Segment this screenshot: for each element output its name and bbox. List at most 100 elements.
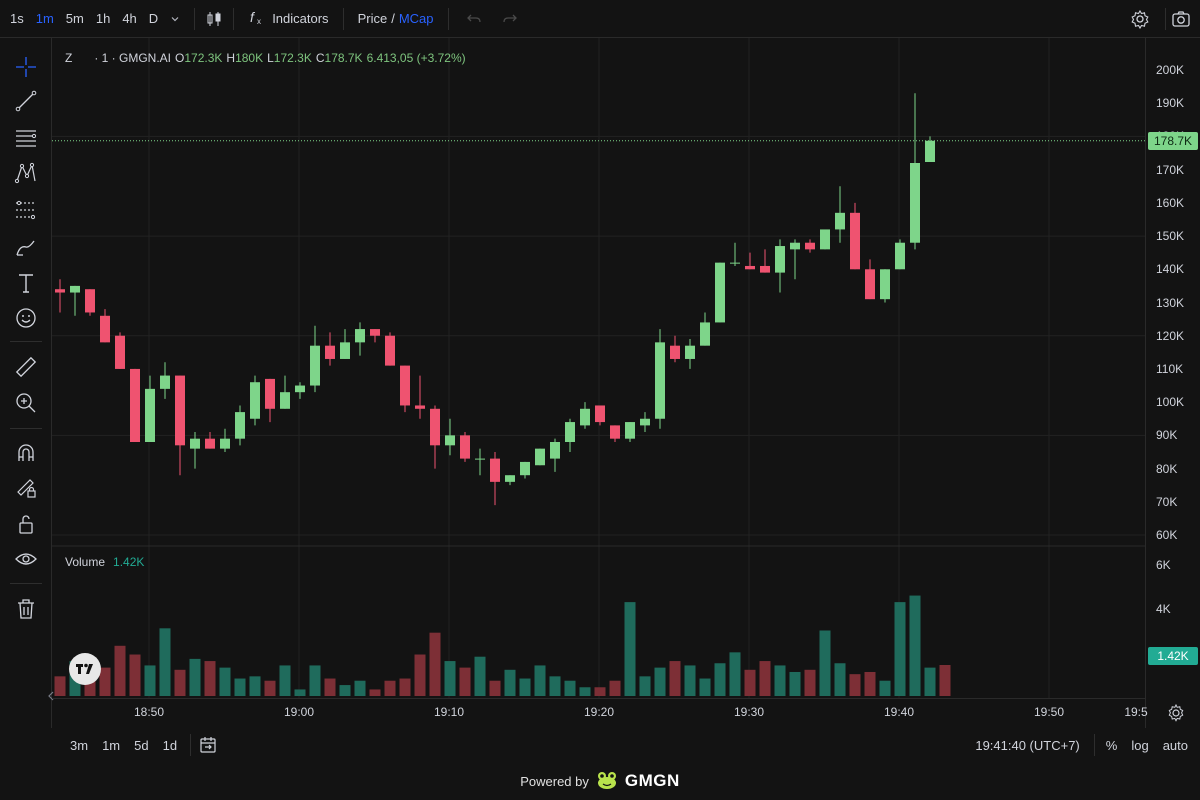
candlestick-chart[interactable]	[52, 38, 1145, 698]
legend-symbol[interactable]: · 1 · GMGN.AI	[94, 51, 172, 65]
candle-body	[145, 388, 155, 442]
volume-bar	[369, 689, 381, 696]
gmgn-frog-icon	[595, 769, 619, 794]
candle-body	[220, 438, 230, 449]
toggle-slash: /	[391, 11, 395, 26]
legend-close-value: 178.7K	[324, 51, 363, 65]
legend-high-label: H	[226, 51, 236, 65]
candle-body	[100, 315, 110, 343]
candle-body	[670, 345, 680, 359]
range-1m[interactable]: 1m	[102, 737, 121, 753]
chart-pane[interactable]	[52, 38, 1145, 698]
volume-bar	[519, 678, 531, 696]
candle-body	[925, 140, 935, 163]
volume-bar	[234, 678, 246, 696]
zoom-in-icon[interactable]	[13, 390, 39, 416]
price-mcap-toggle[interactable]: Price / MCap	[352, 11, 440, 26]
interval-1s[interactable]: 1s	[10, 11, 24, 26]
horizontal-lines-icon[interactable]	[13, 125, 39, 151]
volume-bar	[399, 678, 411, 696]
time-tick: 19:20	[583, 705, 615, 719]
scroll-left-icon[interactable]	[46, 690, 56, 702]
volume-tick: 6K	[1156, 558, 1171, 572]
interval-D[interactable]: D	[148, 11, 159, 26]
volume-bar	[354, 680, 366, 696]
volume-bar	[834, 663, 846, 696]
candlestick-type-icon[interactable]	[203, 8, 225, 30]
time-axis[interactable]: 18:50 19:00 19:10 19:20 19:30 19:40 19:50 19:5	[52, 698, 1184, 728]
lock-drawing-icon[interactable]	[13, 475, 39, 501]
magnet-icon[interactable]	[13, 440, 39, 466]
brand-name: GMGN	[624, 771, 680, 790]
candle-body	[430, 408, 440, 446]
reset-scale-icon[interactable]	[1166, 703, 1186, 723]
volume-bar	[864, 671, 876, 696]
volume-bar	[759, 661, 771, 696]
interval-1h[interactable]: 1h	[95, 11, 111, 26]
fib-icon[interactable]	[13, 197, 39, 223]
volume-tick: 4K	[1156, 601, 1171, 616]
brush-icon[interactable]	[13, 234, 39, 260]
time-tick: 19:10	[433, 705, 465, 719]
volume-label: Volume	[65, 555, 106, 569]
trash-icon[interactable]	[13, 596, 39, 622]
candle-body	[265, 378, 275, 409]
price-tick: 90K	[1156, 428, 1178, 443]
range-3m[interactable]: 3m	[70, 737, 89, 753]
volume-bar	[384, 680, 396, 696]
volume-bar	[594, 687, 606, 696]
range-1d[interactable]: 1d	[162, 737, 178, 753]
log-toggle[interactable]: log	[1131, 737, 1149, 753]
candle-body	[55, 289, 65, 293]
chevron-down-icon[interactable]	[164, 8, 186, 30]
crosshair-icon[interactable]	[13, 54, 39, 80]
undo-icon[interactable]	[463, 8, 485, 30]
pattern-icon[interactable]	[13, 160, 39, 186]
volume-value: 1.42K	[113, 555, 145, 569]
volume-bar	[264, 680, 276, 696]
eye-icon[interactable]	[13, 546, 39, 572]
text-icon[interactable]	[13, 270, 39, 296]
volume-bar	[504, 669, 516, 696]
candle-body	[565, 422, 575, 442]
redo-icon[interactable]	[499, 8, 521, 30]
volume-bar	[54, 676, 66, 696]
trend-line-icon[interactable]	[13, 88, 39, 114]
candle-body	[775, 246, 785, 273]
volume-bar	[414, 654, 426, 696]
volume-bar	[669, 661, 681, 696]
candle-body	[910, 163, 920, 243]
price-axis[interactable]: 200K190K180K170K160K150K140K130K120K110K…	[1145, 38, 1200, 728]
interval-5m[interactable]: 5m	[65, 11, 84, 26]
price-label: Price	[357, 11, 388, 26]
lock-icon[interactable]	[13, 511, 39, 537]
volume-bar	[654, 667, 666, 696]
powered-by-footer[interactable]: Powered by GMGN	[0, 762, 1200, 800]
interval-1m[interactable]: 1m	[35, 11, 54, 26]
candle-body	[160, 375, 170, 389]
candle-body	[850, 212, 860, 270]
gear-icon[interactable]	[1129, 8, 1151, 30]
camera-icon[interactable]	[1170, 8, 1192, 30]
calendar-goto-icon[interactable]	[197, 734, 219, 756]
time-tick: 19:5	[1124, 705, 1148, 719]
auto-toggle[interactable]: auto	[1162, 737, 1188, 753]
volume-bar	[324, 678, 336, 696]
percent-toggle[interactable]: %	[1105, 737, 1118, 753]
candle-body	[385, 335, 395, 366]
candle-body	[730, 262, 740, 264]
ruler-icon[interactable]	[13, 354, 39, 380]
volume-bar	[774, 665, 786, 696]
range-5d[interactable]: 5d	[134, 737, 149, 753]
interval-4h[interactable]: 4h	[122, 11, 137, 26]
volume-bar	[879, 680, 891, 696]
candle-body	[685, 345, 695, 359]
candle-body	[610, 425, 620, 439]
legend-low: L172.3K	[267, 51, 312, 65]
tradingview-logo[interactable]	[69, 653, 101, 685]
emoji-icon[interactable]	[13, 305, 39, 331]
clock-timezone[interactable]: 19:41:40 (UTC+7)	[975, 737, 1080, 753]
candle-body	[370, 329, 380, 336]
volume-bar	[144, 665, 156, 696]
